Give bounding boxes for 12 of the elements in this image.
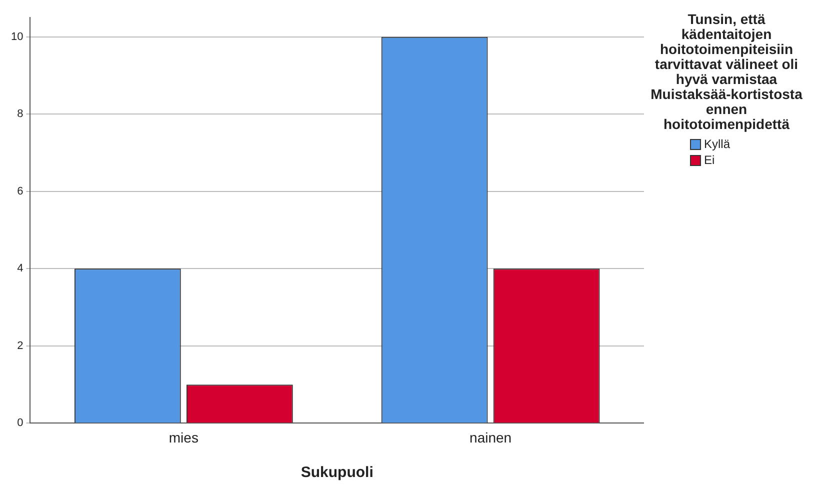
- y-tick-label: 2: [17, 340, 24, 352]
- x-tick-label: mies: [168, 429, 198, 446]
- legend-label: Ei: [704, 153, 715, 167]
- x-axis-title: Sukupuoli: [300, 464, 374, 482]
- legend-title: Tunsin, että kädentaitojen hoitotoimenpiteisiin tarvittavat välineet oli hyvä varmistaa Muistaksää-kortistosta ennen hoitotoimenpidettä: [650, 11, 804, 132]
- x-tick-label: nainen: [470, 429, 512, 446]
- legend-label: Kyllä: [704, 137, 730, 151]
- y-tick-label: 10: [10, 30, 24, 43]
- y-tick-label: 6: [17, 185, 24, 198]
- y-tick-label: 0: [17, 417, 24, 430]
- y-tick-label: 8: [17, 108, 24, 120]
- y-tick-label: 4: [17, 262, 24, 275]
